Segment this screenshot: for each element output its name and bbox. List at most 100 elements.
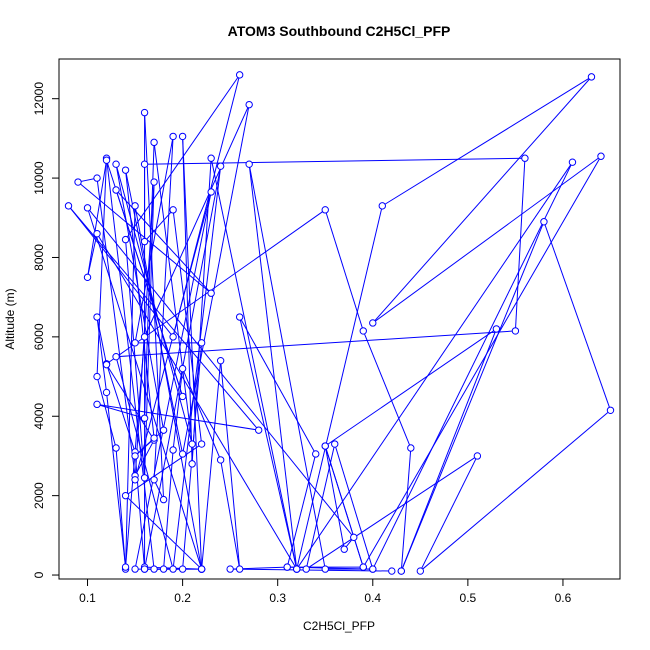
- data-point: [197, 440, 206, 448]
- data-point: [492, 325, 501, 333]
- data-point: [131, 476, 139, 484]
- chart-title: ATOM3 Southbound C2H5Cl_PFP: [228, 23, 451, 39]
- data-point: [150, 138, 158, 147]
- data-point: [331, 440, 339, 448]
- series-segment: [230, 568, 392, 572]
- series-segment: [144, 104, 250, 338]
- series-segment: [163, 449, 174, 570]
- data-point: [369, 319, 377, 327]
- series-segment: [144, 209, 174, 242]
- data-point: [245, 160, 253, 168]
- data-point: [178, 392, 187, 401]
- series-segment: [324, 328, 497, 447]
- series-segment: [68, 205, 260, 431]
- series-segment: [125, 170, 184, 455]
- series-segment: [96, 316, 108, 393]
- series-segment: [514, 158, 526, 331]
- data-point: [312, 450, 320, 458]
- data-point: [93, 174, 101, 182]
- data-point: [568, 158, 577, 166]
- data-point: [369, 565, 377, 573]
- series-segment: [210, 158, 298, 570]
- data-point: [131, 339, 139, 347]
- data-point: [473, 452, 482, 460]
- series-segment: [172, 209, 203, 445]
- data-point: [388, 567, 396, 575]
- series-segment: [153, 136, 174, 480]
- data-point: [197, 565, 206, 573]
- y-tick-label: 2000: [32, 482, 46, 509]
- series-segment: [106, 158, 155, 570]
- data-point: [159, 495, 168, 504]
- series-segment: [248, 164, 326, 570]
- series-segment: [372, 76, 592, 324]
- series-segment: [324, 209, 364, 332]
- data-point: [540, 218, 548, 226]
- data-point: [93, 313, 101, 321]
- series-segment: [106, 392, 127, 568]
- series-segment: [144, 142, 155, 419]
- data-point: [121, 563, 130, 571]
- series-segment: [372, 161, 573, 570]
- data-point: [112, 160, 120, 168]
- series-segment: [182, 136, 193, 464]
- series-segment: [324, 445, 345, 550]
- data-point: [93, 229, 101, 238]
- data-point: [121, 166, 130, 174]
- series-segment: [220, 459, 241, 570]
- y-tick-label: 8000: [32, 244, 46, 271]
- data-point: [416, 567, 425, 575]
- y-tick-label: 12000: [32, 82, 46, 116]
- series-segment: [248, 164, 298, 570]
- series-segment: [334, 443, 374, 570]
- x-axis: 0.1 0.2 0.3 0.4 0.5 0.6: [79, 578, 572, 605]
- series-segment: [239, 316, 317, 455]
- data-point: [169, 446, 177, 454]
- series-segment: [296, 205, 383, 570]
- data-point: [131, 452, 139, 460]
- data-point: [112, 353, 120, 361]
- data-point: [83, 273, 92, 282]
- series-segment: [305, 455, 478, 570]
- data-point: [302, 565, 310, 573]
- data-point: [74, 178, 82, 186]
- data-point: [350, 533, 358, 542]
- series-segment: [115, 164, 165, 431]
- data-point: [169, 132, 177, 141]
- data-point: [102, 156, 111, 164]
- data-point: [587, 73, 596, 81]
- data-point: [112, 186, 120, 194]
- data-point: [606, 406, 615, 414]
- series-segment: [419, 455, 478, 572]
- series-segment: [87, 207, 203, 570]
- series-segment: [201, 360, 222, 570]
- data-point: [150, 434, 158, 442]
- x-tick-label: 0.1: [79, 591, 96, 605]
- data-point: [140, 474, 149, 482]
- series-segment: [400, 221, 545, 572]
- series-segment: [68, 205, 174, 338]
- data-point: [140, 333, 149, 341]
- x-tick-label: 0.6: [555, 591, 572, 605]
- data-point: [521, 154, 529, 162]
- series-segment: [362, 330, 412, 449]
- data-point: [283, 563, 291, 571]
- series-segment: [115, 164, 193, 445]
- y-tick-label: 10000: [32, 161, 46, 195]
- series-segment: [134, 182, 155, 480]
- data-point: [597, 152, 605, 160]
- series-segment: [96, 403, 145, 419]
- data-point: [407, 444, 415, 452]
- series-segment: [296, 161, 573, 570]
- series-segment: [134, 191, 212, 570]
- series-points: [64, 71, 615, 575]
- series-segment: [134, 205, 203, 570]
- data-point: [83, 204, 92, 212]
- series-segment: [543, 221, 611, 411]
- data-point: [207, 154, 215, 162]
- data-point: [293, 565, 301, 573]
- series-segment: [134, 439, 155, 477]
- data-point: [112, 444, 120, 452]
- series-segment: [115, 356, 174, 570]
- data-point: [216, 356, 225, 365]
